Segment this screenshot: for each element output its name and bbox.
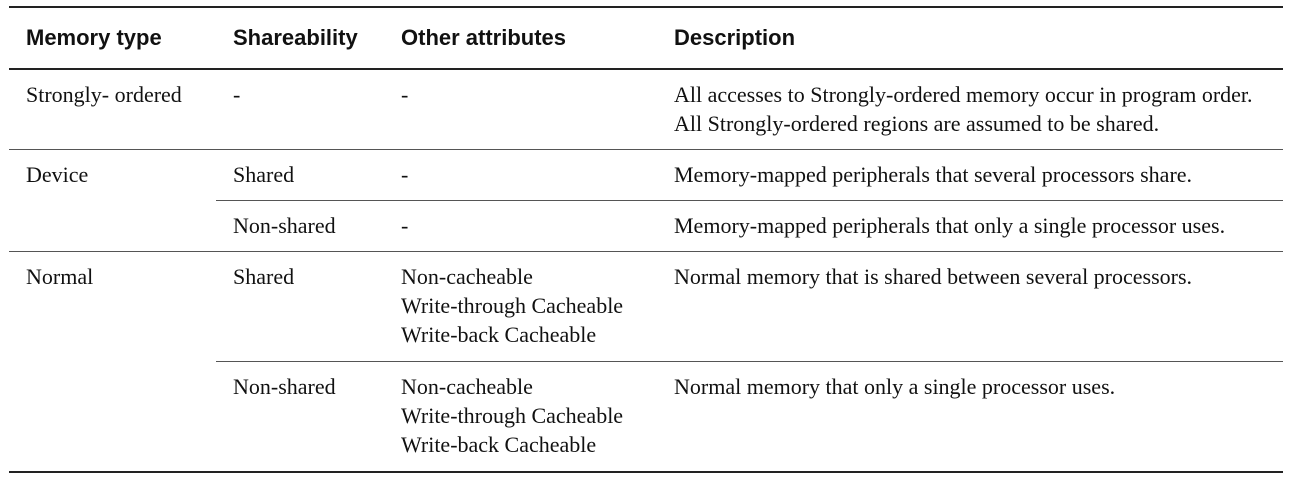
- cell-other-attributes: -: [384, 200, 657, 252]
- cell-memory-type: Strongly- ordered: [9, 69, 216, 150]
- cell-description: Normal memory that only a single process…: [657, 361, 1283, 473]
- attribute-line: Write-back Cacheable: [401, 322, 597, 347]
- cell-other-attributes: -: [384, 149, 657, 201]
- cell-shareability: Non-shared: [216, 361, 384, 473]
- table-body: Strongly- ordered - - All accesses to St…: [9, 69, 1283, 473]
- cell-description: Memory-mapped peripherals that only a si…: [657, 200, 1283, 252]
- memory-types-table-container: Memory type Shareability Other attribute…: [9, 6, 1283, 473]
- cell-shareability: -: [216, 69, 384, 150]
- cell-shareability: Shared: [216, 149, 384, 201]
- table-row-device-shared: Device Shared - Memory-mapped peripheral…: [9, 149, 1283, 252]
- header-memory-type: Memory type: [9, 6, 216, 70]
- cell-shareability: Shared: [216, 251, 384, 362]
- cell-other-attributes: -: [384, 69, 657, 150]
- table-row-normal-shared: Normal Shared Non-cacheable Write-throug…: [9, 251, 1283, 473]
- table-row-strongly-ordered: Strongly- ordered - - All accesses to St…: [9, 69, 1283, 150]
- header-description: Description: [657, 6, 1283, 70]
- header-shareability: Shareability: [216, 6, 384, 70]
- attribute-line: Write-through Cacheable: [401, 403, 624, 428]
- attribute-line: Write-back Cacheable: [401, 432, 597, 457]
- cell-other-attributes: Non-cacheable Write-through Cacheable Wr…: [384, 251, 657, 362]
- memory-types-table: Memory type Shareability Other attribute…: [9, 6, 1283, 473]
- header-other-attributes: Other attributes: [384, 6, 657, 70]
- cell-memory-type: Device: [9, 149, 216, 252]
- cell-memory-type: Normal: [9, 251, 216, 473]
- attribute-line: Write-through Cacheable: [401, 293, 624, 318]
- cell-description: Memory-mapped peripherals that several p…: [657, 149, 1283, 201]
- cell-other-attributes: Non-cacheable Write-through Cacheable Wr…: [384, 361, 657, 473]
- header-row: Memory type Shareability Other attribute…: [9, 6, 1283, 70]
- attribute-line: Non-cacheable: [401, 264, 533, 289]
- table-header: Memory type Shareability Other attribute…: [9, 6, 1283, 70]
- table-row-device-non-shared: Non-shared - Memory-mapped peripherals t…: [9, 200, 1283, 252]
- table-row-normal-non-shared: Non-shared Non-cacheable Write-through C…: [9, 361, 1283, 473]
- cell-shareability: Non-shared: [216, 200, 384, 252]
- attribute-line: Non-cacheable: [401, 374, 533, 399]
- cell-description: Normal memory that is shared between sev…: [657, 251, 1283, 362]
- cell-description: All accesses to Strongly-ordered memory …: [657, 69, 1283, 150]
